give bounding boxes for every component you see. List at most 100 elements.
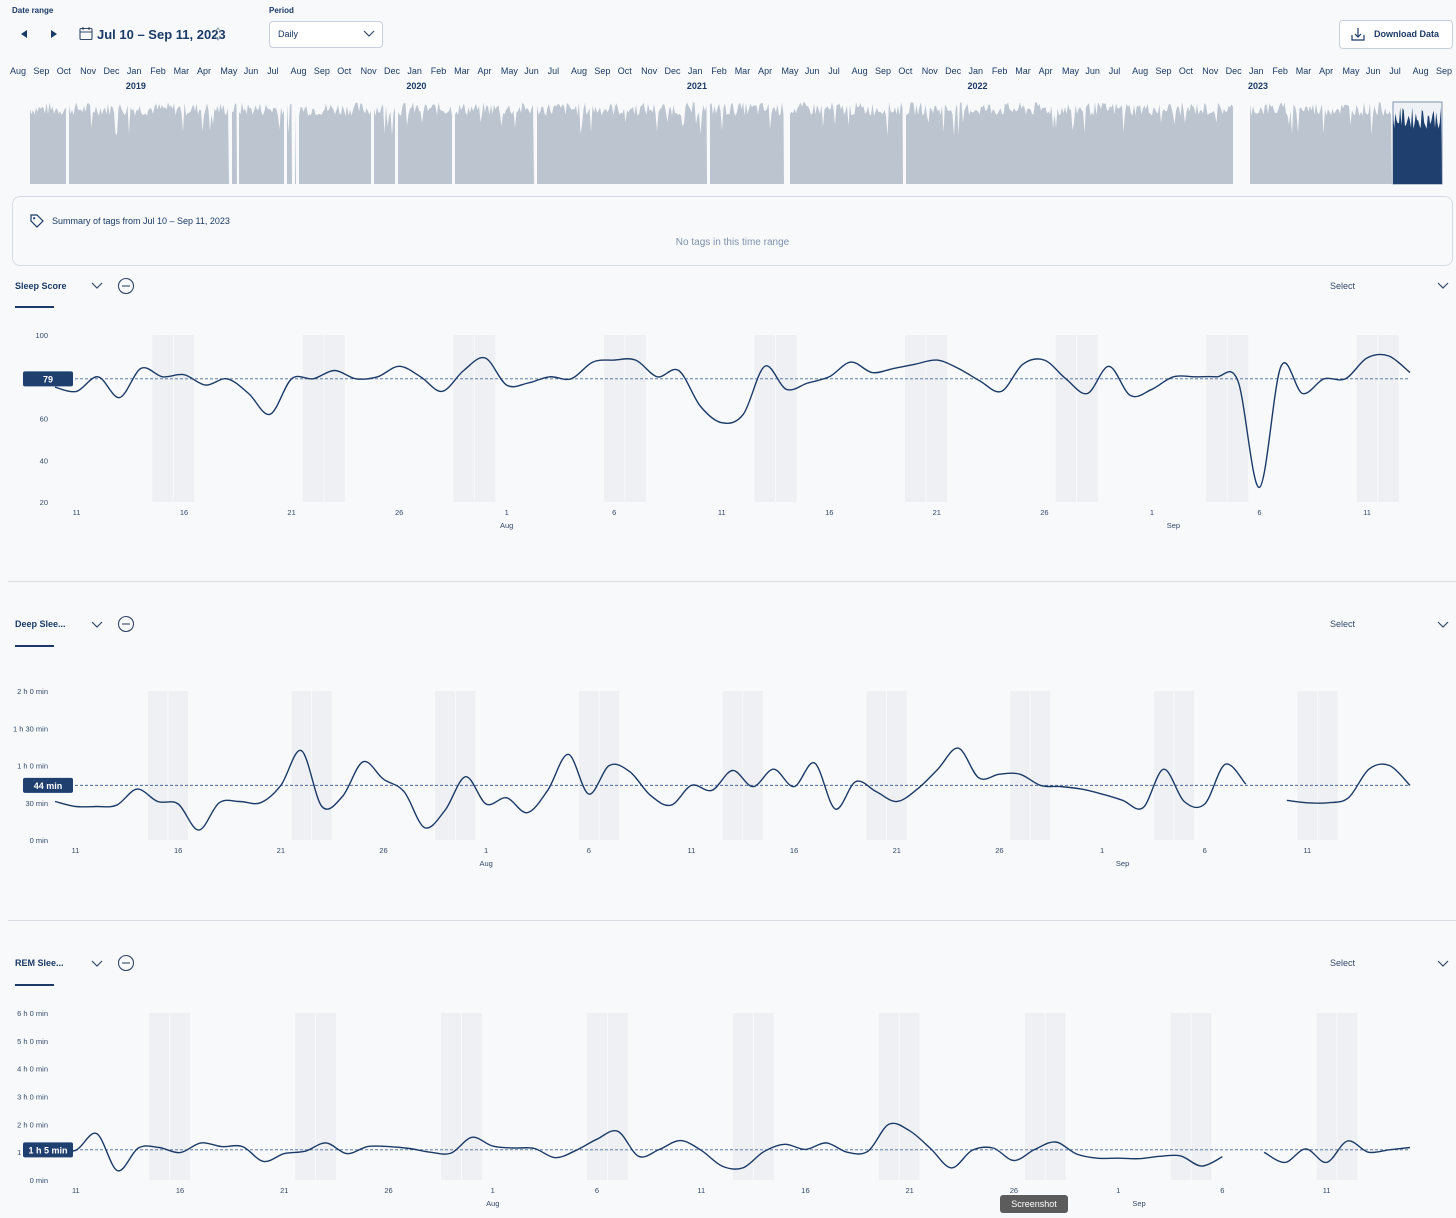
remove-metric-icon[interactable] [117,277,135,295]
timeline-month-label: Feb [430,66,447,76]
weekend-band [587,1013,607,1180]
timeline-history-area [1250,102,1392,184]
chevron-down-icon[interactable] [91,621,103,629]
weekend-band [316,1013,336,1180]
period-label: Period [269,6,294,15]
compare-select[interactable]: Select [1330,619,1356,629]
x-tick-label: 11 [72,846,80,855]
weekend-band [1316,1013,1337,1180]
series-line[interactable] [1286,763,1411,804]
timeline-month-label: Jan [968,66,983,76]
x-month-label: Aug [486,1199,499,1208]
y-tick-label: 2 h 0 min [17,687,48,696]
timeline-history-area [232,103,237,184]
x-tick-label: 11 [718,508,726,517]
series-line[interactable] [54,353,1411,489]
y-tick-label: 20 [40,498,48,507]
timeline-month-label: Sep [1436,66,1453,76]
timeline-month-label: Feb [711,66,727,76]
timeline-month-label: Jun [243,66,259,76]
chevron-down-icon[interactable] [91,282,103,290]
x-tick-label: 16 [176,1186,184,1195]
chevron-down-icon[interactable] [1437,282,1449,290]
timeline-overview[interactable] [0,94,1456,188]
timeline-year-label: 2023 [1247,81,1268,91]
x-tick-label: 1 [491,1186,495,1195]
stepper-icon[interactable] [213,25,223,43]
screenshot-tooltip: Screenshot [1000,1195,1068,1213]
timeline-month-label: Nov [80,66,97,76]
chevron-down-icon[interactable] [1437,621,1449,629]
timeline-month-label: May [1061,66,1079,76]
timeline-month-label: Oct [898,66,913,76]
timeline-month-label: Feb [1272,66,1288,76]
timeline-month-label: Mar [454,66,470,76]
period-select[interactable]: Daily [269,21,383,48]
remove-metric-icon[interactable] [117,954,135,972]
next-range-button[interactable] [45,26,61,42]
timeline-month-label: Oct [337,66,352,76]
y-tick-label: 30 min [25,799,48,808]
x-tick-label: 21 [933,508,941,517]
timeline-month-label: Apr [1319,66,1334,76]
y-tick-label: 5 h 0 min [17,1037,48,1046]
weekend-band [886,691,907,840]
x-tick-label: 26 [1010,1186,1018,1195]
series-line[interactable] [54,747,1247,831]
weekend-band [1356,335,1378,502]
x-month-label: Sep [1132,1199,1145,1208]
y-tick-label: 40 [40,456,48,465]
section-title-sleep-score[interactable]: Sleep Score [15,281,67,291]
x-tick-label: 26 [384,1186,392,1195]
timeline-month-label: Jan [687,66,703,76]
tags-summary-title: Summary of tags from Jul 10 – Sep 11, 20… [52,216,230,226]
average-badge-label: 1 h 5 min [28,1145,67,1155]
timeline-month-label: Sep [313,66,330,76]
tag-icon [30,214,44,228]
previous-range-button[interactable] [17,26,33,42]
timeline-history-area [455,102,534,184]
series-line[interactable] [1263,1140,1411,1164]
weekend-band [1206,335,1227,502]
x-tick-label: 11 [697,1186,705,1195]
weekend-band [474,335,496,502]
timeline-month-label: Jul [1108,66,1121,76]
section-title-deep-sleep[interactable]: Deep Slee... [15,619,66,629]
period-value: Daily [278,29,299,39]
compare-select[interactable]: Select [1330,958,1356,968]
compare-select[interactable]: Select [1330,281,1356,291]
download-data-button[interactable]: Download Data [1339,20,1453,49]
weekend-band [312,691,332,840]
average-badge-label: 79 [43,374,53,384]
x-tick-label: 6 [587,846,591,855]
timeline-month-label: May [781,66,799,76]
chevron-down-icon[interactable] [1437,960,1449,968]
y-tick-label: 6 h 0 min [17,1009,48,1018]
weekend-band [743,691,763,840]
weekend-band [1337,1013,1358,1180]
deep-sleep-chart[interactable]: 2 h 0 min 1 h 30 min 1 h 0 min 30 min 0 min 1… [0,660,1456,880]
weekend-band [866,691,886,840]
weekend-band [324,335,345,502]
remove-metric-icon[interactable] [117,615,135,633]
chevron-down-icon[interactable] [91,960,103,968]
x-tick-label: 16 [174,846,182,855]
calendar-icon[interactable] [79,26,94,41]
timeline-month-label: Nov [360,66,377,76]
sleep-score-chart[interactable]: 100806040201116212616111621261611AugSep7… [0,320,1456,540]
x-month-label: Aug [500,521,513,530]
timeline-month-label: May [220,66,238,76]
date-range-value[interactable]: Jul 10 – Sep 11, 2023 [97,27,226,42]
section-title-rem-sleep[interactable]: REM Slee... [15,958,64,968]
timeline-month-label: Jun [524,66,539,76]
y-tick-label: 3 h 0 min [17,1093,48,1102]
timeline-history-area [239,102,284,184]
series-line[interactable] [54,1122,1223,1172]
timeline-month-label: Sep [874,66,891,76]
timeline-month-label: Jan [126,66,142,76]
timeline-month-label: Dec [664,66,681,76]
rem-sleep-chart[interactable]: 6 h 0 min 5 h 0 min 4 h 0 min 3 h 0 min 2 h … [0,998,1456,1218]
weekend-band [1077,335,1098,502]
weekend-band [149,1013,170,1180]
timeline-history-area [710,102,784,184]
